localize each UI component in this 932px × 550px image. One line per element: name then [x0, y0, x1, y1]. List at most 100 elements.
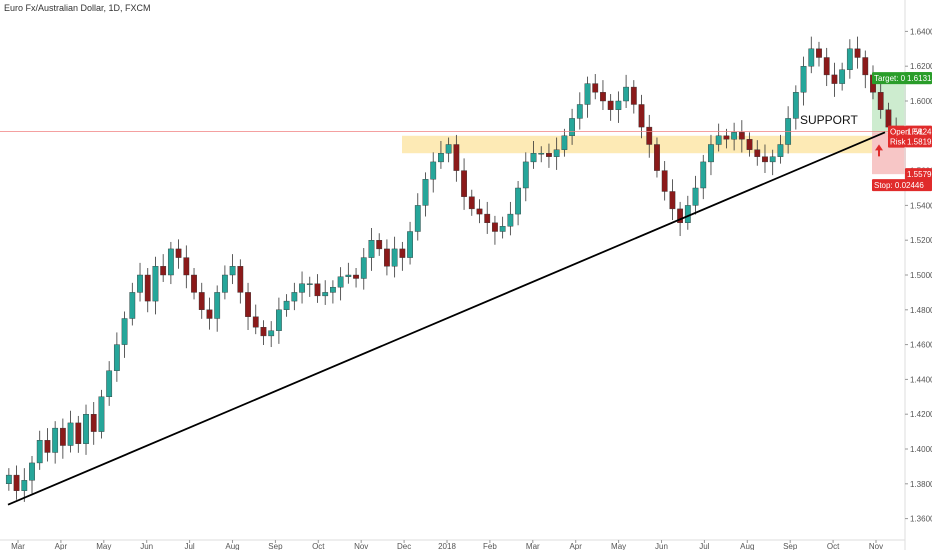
- support-label: SUPPORT: [800, 113, 858, 127]
- candle-body: [453, 144, 460, 171]
- x-tick-label: Nov: [869, 542, 883, 550]
- stop-label-text: Stop: 0.02446: [874, 181, 924, 190]
- candle-body: [623, 86, 629, 102]
- x-tick-label: Jun: [140, 542, 153, 550]
- candle-body: [661, 170, 668, 192]
- y-tick-label: 1.42000: [910, 410, 932, 419]
- candle-body: [538, 152, 545, 155]
- candle-body: [607, 100, 614, 110]
- candle-body: [376, 239, 383, 250]
- candle-body: [399, 248, 406, 258]
- candle-body: [229, 266, 236, 276]
- candle-body: [67, 422, 74, 446]
- candle-body: [237, 266, 244, 293]
- candle-body: [29, 462, 35, 481]
- candle-body: [561, 135, 568, 150]
- candle-body: [44, 440, 51, 453]
- y-tick-label: 1.50000: [910, 271, 932, 280]
- candle-body: [337, 276, 344, 288]
- candle-body: [499, 226, 506, 232]
- candle-body: [746, 139, 753, 150]
- x-tick-label: Mar: [526, 542, 540, 550]
- candle-body: [245, 292, 251, 317]
- candle-body: [276, 309, 282, 331]
- y-tick-label: 1.36000: [910, 515, 932, 524]
- candle-body: [831, 74, 838, 84]
- y-tick-label: 1.48000: [910, 306, 932, 315]
- candle-body: [862, 57, 869, 76]
- open-pl-label-bg: [888, 125, 905, 138]
- candle-body: [654, 144, 660, 171]
- candle-body: [646, 126, 653, 145]
- stop-label: Stop: 0.02446: [872, 179, 932, 192]
- x-tick-label: Sep: [268, 542, 283, 550]
- candle-body: [183, 257, 190, 276]
- x-tick-label: Sep: [783, 542, 798, 550]
- risk-label-text: Risk: [890, 138, 907, 147]
- candle-body: [522, 161, 529, 189]
- price-tags: Target: 0.03072 Stop: 0.02446 1.61313 1.582…: [872, 72, 932, 192]
- candle-body: [823, 57, 830, 76]
- risk-label: Risk: [888, 135, 907, 148]
- candle-body: [461, 170, 467, 197]
- target-price-tag-text: 1.61313: [907, 74, 932, 83]
- candle-body: [769, 156, 776, 163]
- x-tick-label: May: [611, 542, 626, 550]
- x-tick-label: Mar: [11, 542, 25, 550]
- candle-body: [553, 149, 560, 157]
- stop-label-bg: [872, 179, 932, 192]
- candle-body: [330, 286, 336, 293]
- candle-body: [5, 474, 12, 485]
- candle-body: [252, 316, 259, 328]
- candle-body: [113, 344, 120, 371]
- candle-body: [368, 239, 375, 258]
- candle-body: [129, 292, 136, 319]
- candle-body: [59, 427, 66, 446]
- candle-body: [198, 292, 205, 310]
- candle-body: [877, 92, 884, 110]
- x-tick-label: Feb: [483, 542, 497, 550]
- candle-body: [792, 92, 799, 119]
- candle-body: [445, 144, 452, 154]
- entry-price-tag-bg: [905, 135, 932, 148]
- candle-body: [75, 422, 82, 444]
- candle-body: [800, 65, 807, 93]
- x-tick-label: Oct: [827, 542, 840, 550]
- candle-body: [137, 274, 143, 293]
- candle-body: [754, 149, 761, 157]
- candle-body: [600, 92, 606, 102]
- candle-body: [167, 248, 174, 276]
- candle-body: [90, 414, 97, 432]
- candle-body: [476, 208, 483, 215]
- y-tick-label: 1.38000: [910, 480, 932, 489]
- candle-body: [846, 48, 853, 70]
- candle-body: [692, 187, 699, 206]
- open-pl-label: Open P/L: [888, 125, 924, 138]
- x-tick-label: Dec: [397, 542, 411, 550]
- candle-body: [36, 440, 43, 464]
- stop-price-tag-text: 1.55796: [907, 170, 932, 179]
- y-tick-label: 1.62000: [910, 62, 932, 71]
- stop-price-tag: 1.55796: [905, 168, 932, 181]
- x-tick-label: Jun: [655, 542, 668, 550]
- candle-body: [854, 48, 861, 58]
- candle-body: [615, 100, 622, 110]
- candle-body: [291, 292, 298, 302]
- candle-body: [700, 161, 707, 189]
- candle-body: [584, 83, 591, 105]
- candle-body: [592, 83, 599, 93]
- candle-body: [214, 292, 221, 319]
- candle-body: [762, 156, 768, 163]
- candle-body: [152, 266, 159, 302]
- x-tick-label: Oct: [312, 542, 325, 550]
- candle-body: [484, 213, 491, 224]
- candle-body: [144, 274, 151, 302]
- candle-body: [384, 248, 390, 267]
- candle-body: [191, 274, 197, 293]
- candle-body: [306, 283, 313, 285]
- candle-body: [260, 327, 267, 337]
- entry-price-tag-text: 1.58195: [907, 137, 932, 146]
